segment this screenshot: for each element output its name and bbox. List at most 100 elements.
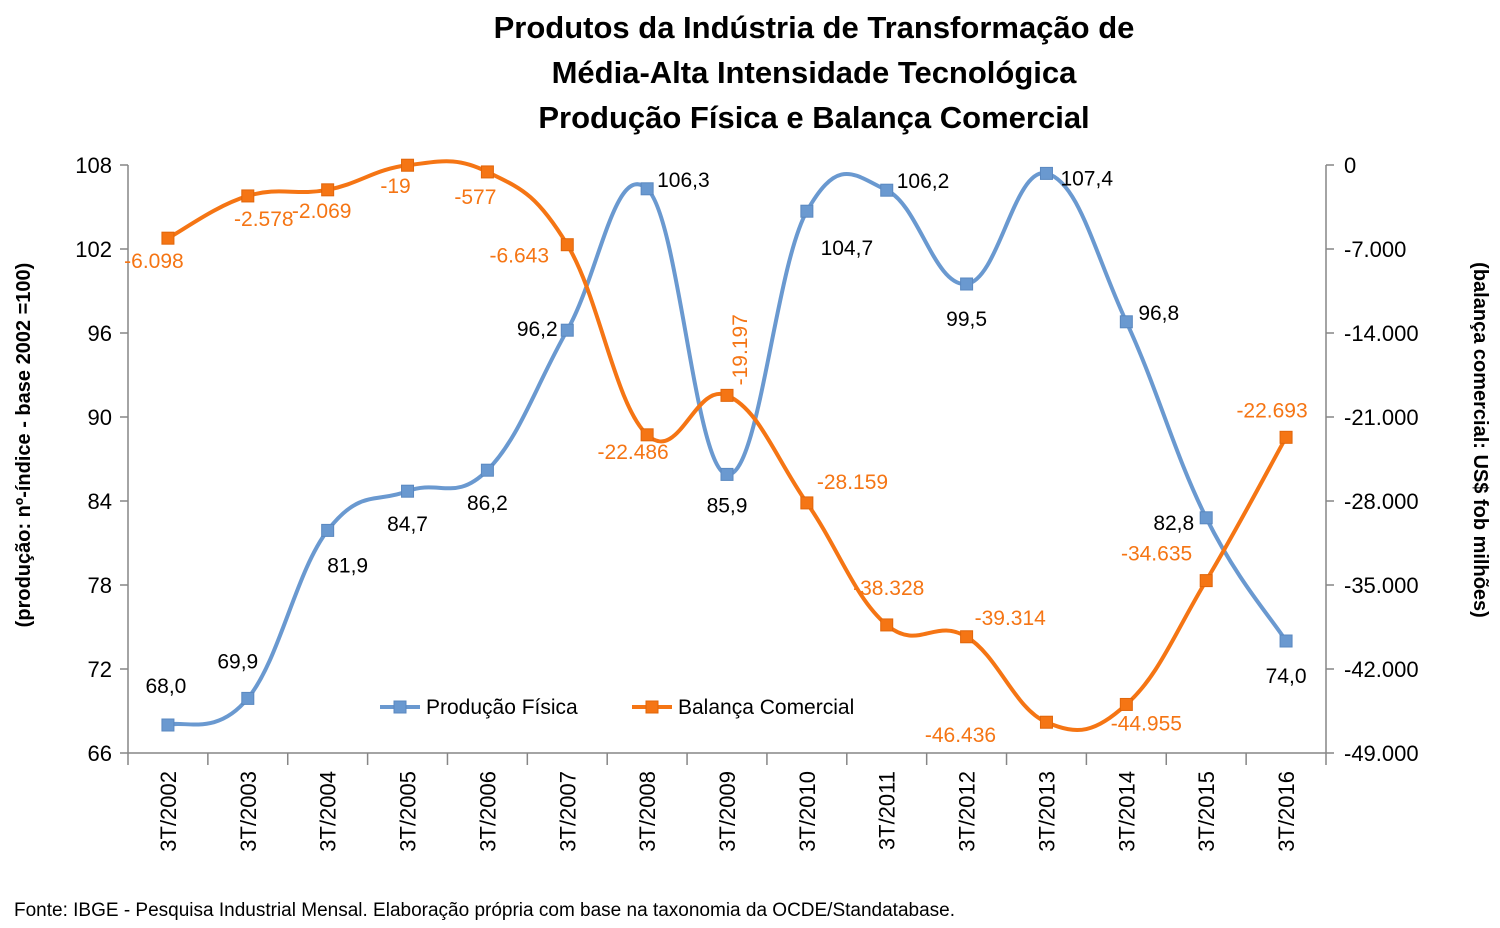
data-label-producao-fisica: 86,2 bbox=[467, 492, 508, 515]
data-label-producao-fisica: 99,5 bbox=[946, 308, 987, 331]
right-axis-title: (balança comercial: US$ fob milhões) bbox=[1469, 262, 1491, 618]
data-label-balanca-comercial: -2.069 bbox=[292, 200, 352, 223]
series-line-producao-fisica bbox=[167, 171, 1288, 727]
right-tick-label: -49.000 bbox=[1344, 741, 1419, 766]
data-label-producao-fisica: 96,8 bbox=[1138, 302, 1179, 325]
data-label-producao-fisica: 74,0 bbox=[1266, 665, 1307, 688]
point-balanca-comercial bbox=[960, 630, 974, 644]
left-tick-label: 96 bbox=[88, 321, 112, 346]
point-balanca-comercial bbox=[1279, 430, 1293, 444]
data-label-balanca-comercial: -22.693 bbox=[1236, 399, 1307, 422]
data-label-balanca-comercial: -577 bbox=[454, 186, 496, 209]
x-axis-category-label: 3T/2007 bbox=[555, 771, 580, 852]
point-balanca-comercial bbox=[161, 231, 175, 245]
data-label-balanca-comercial: -39.314 bbox=[975, 607, 1047, 630]
point-balanca-comercial bbox=[1039, 715, 1053, 729]
point-producao-fisica bbox=[880, 183, 894, 197]
left-axis-ticks: 108 102 96 90 84 78 72 66 bbox=[75, 153, 128, 766]
left-tick-label: 90 bbox=[88, 405, 112, 430]
point-balanca-comercial bbox=[640, 428, 654, 442]
x-axis-category-label: 3T/2008 bbox=[635, 771, 660, 852]
data-label-balanca-comercial: -46.436 bbox=[925, 724, 996, 747]
data-label-balanca-comercial: -34.635 bbox=[1121, 543, 1192, 566]
series-line-balanca-comercial bbox=[166, 159, 1288, 732]
point-producao-fisica bbox=[1119, 315, 1133, 329]
point-producao-fisica bbox=[720, 467, 734, 481]
data-labels: 68,0 69,9 81,9 84,7 86,2 96,2 106,3 85,9 104,7 10… bbox=[124, 167, 1308, 747]
right-tick-label: -35.000 bbox=[1344, 573, 1419, 598]
point-balanca-comercial bbox=[800, 496, 814, 510]
left-tick-label: 66 bbox=[88, 741, 112, 766]
data-label-producao-fisica: 84,7 bbox=[387, 513, 428, 536]
data-label-producao-fisica: 82,8 bbox=[1153, 512, 1194, 535]
right-tick-label: 0 bbox=[1344, 153, 1356, 178]
point-producao-fisica bbox=[800, 204, 814, 218]
point-producao-fisica bbox=[960, 277, 974, 291]
data-label-balanca-comercial: -38.328 bbox=[853, 577, 924, 600]
data-label-producao-fisica: 107,4 bbox=[1060, 167, 1113, 190]
left-axis-title: (produção: nº-índice - base 2002 =100) bbox=[13, 263, 35, 628]
data-label-producao-fisica: 85,9 bbox=[707, 494, 748, 517]
point-producao-fisica bbox=[321, 523, 335, 537]
left-tick-label: 102 bbox=[75, 237, 112, 262]
data-label-balanca-comercial: -22.486 bbox=[598, 441, 669, 464]
right-axis-ticks: 0 -7.000 -14.000 -21.000 -28.000 -35.000 -42.0… bbox=[1326, 153, 1419, 766]
x-axis-category-label: 3T/2003 bbox=[236, 771, 261, 852]
data-label-balanca-comercial: -19.197 bbox=[729, 314, 752, 385]
right-tick-label: -42.000 bbox=[1344, 657, 1419, 682]
legend: Produção Física Balança Comercial bbox=[380, 696, 854, 719]
point-balanca-comercial bbox=[880, 618, 894, 632]
point-producao-fisica bbox=[480, 463, 494, 477]
x-axis-category-label: 3T/2004 bbox=[316, 771, 341, 852]
x-axis-category-labels: 3T/2002 3T/2003 3T/2004 3T/2005 3T/2006 3T/20… bbox=[156, 771, 1299, 852]
legend-label-producao: Produção Física bbox=[426, 696, 578, 719]
point-balanca-comercial bbox=[1199, 574, 1213, 588]
data-label-balanca-comercial: -19 bbox=[380, 175, 410, 198]
right-tick-label: -21.000 bbox=[1344, 405, 1419, 430]
x-axis-category-label: 3T/2013 bbox=[1034, 771, 1059, 852]
left-tick-label: 78 bbox=[88, 573, 112, 598]
left-tick-label: 84 bbox=[88, 489, 112, 514]
data-label-producao-fisica: 96,2 bbox=[517, 318, 558, 341]
chart-title-line-3: Produção Física e Balança Comercial bbox=[538, 100, 1089, 135]
point-producao-fisica bbox=[1039, 166, 1053, 180]
data-label-producao-fisica: 68,0 bbox=[145, 675, 186, 698]
data-label-balanca-comercial: -2.578 bbox=[234, 208, 294, 231]
left-tick-label: 72 bbox=[88, 657, 112, 682]
right-tick-label: -28.000 bbox=[1344, 489, 1419, 514]
data-label-producao-fisica: 81,9 bbox=[327, 554, 368, 577]
legend-marker-balanca bbox=[645, 700, 659, 714]
axes bbox=[127, 165, 1327, 765]
point-balanca-comercial bbox=[720, 388, 734, 402]
data-label-producao-fisica: 69,9 bbox=[217, 650, 258, 673]
x-axis-category-label: 3T/2015 bbox=[1194, 771, 1219, 852]
chart-title-line-2: Média-Alta Intensidade Tecnológica bbox=[552, 55, 1078, 90]
data-label-balanca-comercial: -44.955 bbox=[1111, 712, 1182, 735]
data-label-producao-fisica: 106,2 bbox=[897, 170, 950, 193]
point-balanca-comercial bbox=[321, 183, 335, 197]
series-markers bbox=[161, 158, 1293, 732]
x-axis-category-label: 3T/2009 bbox=[715, 771, 740, 852]
point-balanca-comercial bbox=[1119, 697, 1133, 711]
data-label-balanca-comercial: -6.098 bbox=[124, 250, 184, 273]
point-balanca-comercial bbox=[480, 165, 494, 179]
left-tick-label: 108 bbox=[75, 153, 112, 178]
data-label-producao-fisica: 104,7 bbox=[821, 237, 874, 260]
point-balanca-comercial bbox=[241, 189, 255, 203]
point-balanca-comercial bbox=[560, 238, 574, 252]
point-producao-fisica bbox=[241, 691, 255, 705]
point-producao-fisica bbox=[640, 182, 654, 196]
point-producao-fisica bbox=[560, 323, 574, 337]
point-producao-fisica bbox=[401, 484, 415, 498]
right-tick-label: -7.000 bbox=[1344, 237, 1406, 262]
x-axis-category-label: 3T/2006 bbox=[475, 771, 500, 852]
data-label-producao-fisica: 106,3 bbox=[657, 169, 710, 192]
x-axis-category-label: 3T/2002 bbox=[156, 771, 181, 852]
x-axis-category-label: 3T/2014 bbox=[1114, 771, 1139, 852]
point-producao-fisica bbox=[161, 718, 175, 732]
x-axis-category-label: 3T/2012 bbox=[955, 771, 980, 852]
x-axis-category-label: 3T/2005 bbox=[396, 771, 421, 852]
point-producao-fisica bbox=[1279, 634, 1293, 648]
chart-title-line-1: Produtos da Indústria de Transformação d… bbox=[494, 10, 1135, 45]
